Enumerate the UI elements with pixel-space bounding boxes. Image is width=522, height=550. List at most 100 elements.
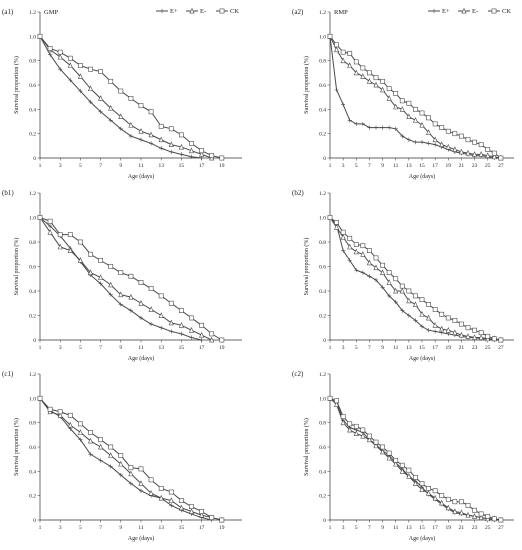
x-tick-label: 1 bbox=[39, 163, 42, 169]
legend-entry: CK bbox=[488, 8, 511, 15]
x-tick-label: 11 bbox=[138, 525, 144, 531]
data-point bbox=[138, 128, 144, 134]
legend-marker bbox=[189, 7, 195, 14]
legend-marker bbox=[219, 8, 225, 14]
data-point bbox=[419, 297, 425, 302]
y-tick-label: 0.6 bbox=[29, 83, 36, 89]
x-tick-label: 9 bbox=[119, 525, 122, 531]
data-point bbox=[452, 499, 458, 505]
chart-panel-4: 00.20.40.60.81.01.21 3 5 7 9 11 13 15 17 19 21 23 25… bbox=[292, 189, 514, 362]
data-point bbox=[373, 264, 379, 271]
data-point bbox=[148, 109, 154, 115]
series-E- bbox=[37, 214, 215, 343]
data-point bbox=[341, 102, 346, 107]
data-point bbox=[128, 308, 133, 313]
data-point bbox=[87, 85, 94, 92]
x-tick-label: 15 bbox=[179, 163, 185, 169]
data-point bbox=[128, 470, 134, 477]
data-point bbox=[465, 511, 471, 518]
y-tick-label: 1.2 bbox=[29, 10, 36, 16]
data-point bbox=[188, 508, 195, 514]
data-point bbox=[478, 514, 484, 520]
data-point bbox=[178, 504, 184, 511]
y-tick-label: 0.4 bbox=[29, 107, 36, 113]
panel-label: (c1) bbox=[2, 370, 14, 378]
x-tick-label: 19 bbox=[219, 163, 225, 169]
data-point bbox=[128, 465, 134, 471]
x-tick-label: 15 bbox=[179, 345, 185, 351]
data-point bbox=[360, 243, 366, 249]
data-point bbox=[158, 136, 164, 143]
x-tick-label: 7 bbox=[368, 525, 371, 531]
data-point bbox=[199, 511, 205, 518]
series-line bbox=[39, 398, 212, 521]
y-tick-label: 0.8 bbox=[319, 240, 326, 246]
y-tick-label: 0.2 bbox=[319, 494, 326, 500]
panel-label: (a1) bbox=[2, 8, 14, 16]
data-point bbox=[445, 128, 451, 134]
data-point bbox=[400, 308, 405, 313]
data-point bbox=[118, 460, 124, 467]
data-point bbox=[386, 450, 392, 456]
data-point bbox=[413, 140, 418, 145]
data-point bbox=[465, 333, 471, 339]
panel-title: GMP bbox=[44, 9, 58, 16]
data-point bbox=[219, 337, 225, 343]
y-tick-label: 0.4 bbox=[29, 469, 36, 475]
x-tick-label: 23 bbox=[472, 525, 478, 531]
data-point bbox=[158, 293, 164, 299]
x-tick-label: 13 bbox=[406, 525, 412, 531]
y-tick-label: 0.2 bbox=[319, 132, 326, 138]
series-E+ bbox=[327, 215, 503, 343]
data-point bbox=[347, 258, 352, 263]
data-point bbox=[98, 281, 103, 286]
data-point bbox=[472, 327, 477, 333]
legend-label: CK bbox=[502, 8, 511, 15]
data-point bbox=[159, 146, 164, 151]
data-point bbox=[178, 322, 184, 328]
data-point bbox=[380, 448, 386, 455]
x-tick-label: 9 bbox=[381, 345, 384, 351]
data-point bbox=[354, 268, 359, 273]
y-tick-label: 1.2 bbox=[29, 372, 36, 378]
series-CK bbox=[327, 215, 504, 343]
data-point bbox=[472, 334, 478, 340]
data-point bbox=[360, 432, 366, 439]
data-point bbox=[98, 458, 103, 463]
data-point bbox=[168, 141, 174, 148]
y-tick-label: 1.2 bbox=[319, 372, 326, 378]
data-point bbox=[199, 151, 205, 157]
data-point bbox=[87, 269, 94, 276]
data-point bbox=[188, 326, 195, 333]
chart-panel-6: 00.20.40.60.81.01.21 3 5 7 9 11 13 15 17 19 21 23 25… bbox=[292, 370, 514, 542]
series-line bbox=[329, 36, 502, 159]
data-point bbox=[406, 467, 412, 473]
x-tick-label: 11 bbox=[138, 345, 144, 351]
data-point bbox=[367, 433, 372, 439]
data-point bbox=[353, 59, 359, 65]
data-point bbox=[406, 288, 412, 294]
data-point bbox=[393, 276, 399, 282]
data-point bbox=[148, 490, 154, 496]
series-CK bbox=[37, 33, 225, 161]
data-point bbox=[199, 337, 204, 343]
data-point bbox=[367, 125, 372, 130]
data-point bbox=[149, 321, 154, 327]
data-point bbox=[67, 55, 73, 61]
data-point bbox=[439, 325, 445, 332]
data-point bbox=[360, 427, 366, 433]
panel-label: (c2) bbox=[292, 370, 304, 378]
data-point bbox=[209, 336, 215, 343]
data-point bbox=[380, 262, 385, 268]
data-point bbox=[88, 452, 93, 457]
data-point bbox=[67, 412, 73, 418]
data-point bbox=[406, 137, 411, 142]
data-point bbox=[88, 99, 93, 105]
data-point bbox=[128, 481, 133, 486]
data-point bbox=[426, 328, 431, 333]
x-tick-label: 27 bbox=[498, 345, 504, 351]
data-point bbox=[77, 257, 83, 263]
data-point bbox=[393, 287, 399, 294]
x-tick-label: 23 bbox=[472, 345, 478, 351]
panel-label: (b2) bbox=[292, 189, 304, 197]
